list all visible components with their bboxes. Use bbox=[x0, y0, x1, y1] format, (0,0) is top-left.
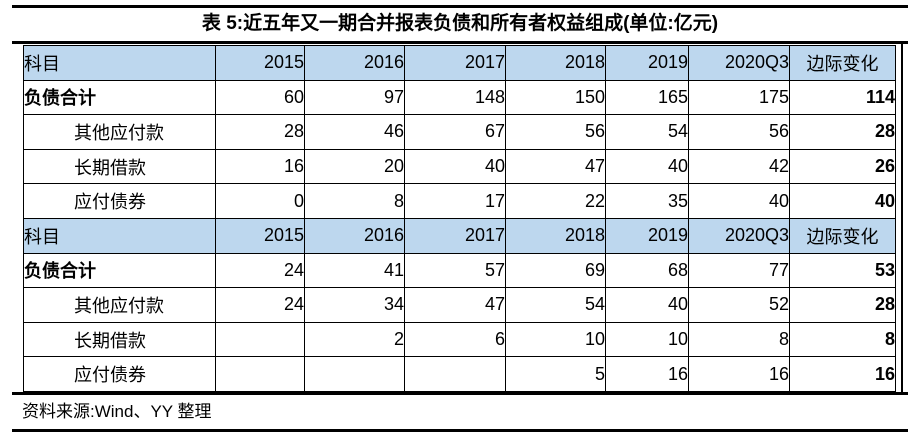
column-header: 2015 bbox=[215, 217, 305, 254]
year-value: 24 bbox=[215, 287, 305, 323]
year-value: 165 bbox=[605, 79, 689, 116]
year-value: 77 bbox=[688, 252, 790, 289]
year-value: 40 bbox=[688, 183, 790, 219]
table-row: 其他应付款 28 46 67 56 54 56 28 bbox=[23, 114, 896, 150]
year-value: 35 bbox=[605, 183, 689, 219]
year-value: 5 bbox=[505, 356, 606, 392]
row-label: 负债合计 bbox=[23, 79, 216, 116]
row-label: 其他应付款 bbox=[23, 287, 216, 323]
year-value: 10 bbox=[605, 321, 689, 358]
table-outer-right-border bbox=[901, 44, 903, 392]
table-row: 应付债券 0 8 17 22 35 40 40 bbox=[23, 183, 896, 219]
table-row: 负债合计 24 41 57 69 68 77 53 bbox=[23, 252, 896, 289]
year-value: 10 bbox=[505, 321, 606, 358]
year-value: 16 bbox=[605, 356, 689, 392]
year-value: 8 bbox=[304, 183, 405, 219]
year-value: 69 bbox=[505, 252, 606, 289]
year-value bbox=[404, 356, 506, 392]
column-header: 2017 bbox=[404, 45, 506, 81]
row-label: 应付债券 bbox=[23, 183, 216, 219]
column-header-subject: 科目 bbox=[23, 217, 216, 254]
year-value: 0 bbox=[215, 183, 305, 219]
year-value: 148 bbox=[404, 79, 506, 116]
row-label: 长期借款 bbox=[23, 321, 216, 358]
year-value: 28 bbox=[215, 114, 305, 150]
column-header: 2019 bbox=[605, 45, 689, 81]
column-header: 2016 bbox=[304, 45, 405, 81]
year-value: 68 bbox=[605, 252, 689, 289]
year-value: 2 bbox=[304, 321, 405, 358]
year-value: 8 bbox=[688, 321, 790, 358]
title-bottom-rule bbox=[12, 41, 908, 44]
footer-rule bbox=[12, 429, 908, 432]
column-header: 2018 bbox=[505, 217, 606, 254]
column-header: 边际变化 bbox=[789, 217, 896, 254]
row-label: 其他应付款 bbox=[23, 114, 216, 150]
year-value: 20 bbox=[304, 148, 405, 185]
column-header: 2018 bbox=[505, 45, 606, 81]
year-value: 24 bbox=[215, 252, 305, 289]
column-header: 2016 bbox=[304, 217, 405, 254]
year-value: 175 bbox=[688, 79, 790, 116]
year-value: 17 bbox=[404, 183, 506, 219]
year-value bbox=[304, 356, 405, 392]
table-row: 其他应付款 24 34 47 54 40 52 28 bbox=[23, 287, 896, 323]
year-value: 60 bbox=[215, 79, 305, 116]
year-value: 54 bbox=[605, 114, 689, 150]
year-value: 47 bbox=[404, 287, 506, 323]
table-row: 长期借款 2 6 10 10 8 8 bbox=[23, 321, 896, 358]
row-label: 应付债券 bbox=[23, 356, 216, 392]
column-header: 2020Q3 bbox=[688, 217, 790, 254]
year-value: 16 bbox=[688, 356, 790, 392]
year-value: 56 bbox=[688, 114, 790, 150]
marginal-change-value: 28 bbox=[789, 287, 896, 323]
year-value: 52 bbox=[688, 287, 790, 323]
table-title: 表 5:近五年又一期合并报表负债和所有者权益组成(单位:亿元) bbox=[201, 13, 719, 34]
column-header: 2019 bbox=[605, 217, 689, 254]
year-value: 56 bbox=[505, 114, 606, 150]
year-value: 41 bbox=[304, 252, 405, 289]
liabilities-equity-table: 科目 2015 2016 2017 2018 2019 2020Q3 边际变化 负债合计 60 97… bbox=[23, 45, 896, 392]
year-value: 40 bbox=[605, 148, 689, 185]
header-row-section-1: 科目 2015 2016 2017 2018 2019 2020Q3 边际变化 bbox=[23, 45, 896, 81]
marginal-change-value: 26 bbox=[789, 148, 896, 185]
column-header: 2017 bbox=[404, 217, 506, 254]
year-value: 22 bbox=[505, 183, 606, 219]
row-label: 长期借款 bbox=[23, 148, 216, 185]
year-value: 40 bbox=[605, 287, 689, 323]
year-value: 57 bbox=[404, 252, 506, 289]
row-label: 负债合计 bbox=[23, 252, 216, 289]
year-value: 16 bbox=[215, 148, 305, 185]
header-row-section-2: 科目 2015 2016 2017 2018 2019 2020Q3 边际变化 bbox=[23, 217, 896, 254]
year-value bbox=[215, 356, 305, 392]
year-value: 54 bbox=[505, 287, 606, 323]
year-value: 150 bbox=[505, 79, 606, 116]
year-value: 67 bbox=[404, 114, 506, 150]
column-header: 2020Q3 bbox=[688, 45, 790, 81]
year-value: 34 bbox=[304, 287, 405, 323]
source-note: 资料来源:Wind、YY 整理 bbox=[22, 402, 212, 421]
year-value: 47 bbox=[505, 148, 606, 185]
marginal-change-value: 8 bbox=[789, 321, 896, 358]
marginal-change-value: 53 bbox=[789, 252, 896, 289]
year-value: 97 bbox=[304, 79, 405, 116]
year-value bbox=[215, 321, 305, 358]
marginal-change-value: 16 bbox=[789, 356, 896, 392]
column-header: 2015 bbox=[215, 45, 305, 81]
table-row: 负债合计 60 97 148 150 165 175 114 bbox=[23, 79, 896, 116]
table-bottom-rule bbox=[12, 392, 908, 395]
year-value: 40 bbox=[404, 148, 506, 185]
year-value: 46 bbox=[304, 114, 405, 150]
marginal-change-value: 40 bbox=[789, 183, 896, 219]
year-value: 42 bbox=[688, 148, 790, 185]
marginal-change-value: 114 bbox=[789, 79, 896, 116]
year-value: 6 bbox=[404, 321, 506, 358]
marginal-change-value: 28 bbox=[789, 114, 896, 150]
column-header-subject: 科目 bbox=[23, 45, 216, 81]
table-row: 应付债券 5 16 16 16 bbox=[23, 356, 896, 392]
column-header: 边际变化 bbox=[789, 45, 896, 81]
top-rule bbox=[12, 5, 908, 8]
table-row: 长期借款 16 20 40 47 40 42 26 bbox=[23, 148, 896, 185]
